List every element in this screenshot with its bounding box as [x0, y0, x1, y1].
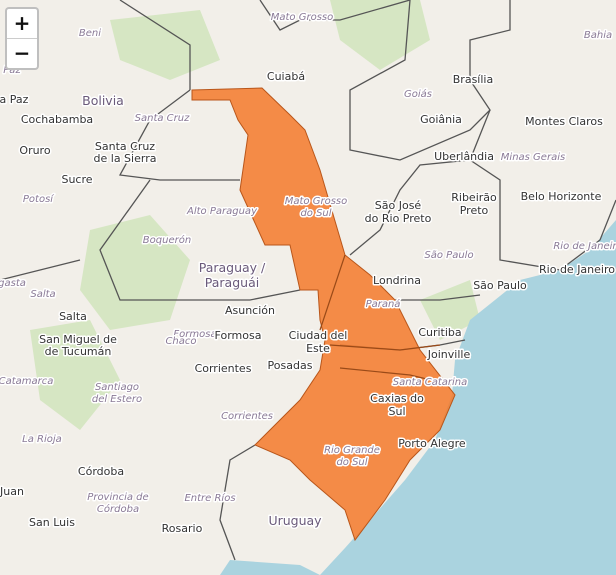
- city-label: Sucre: [61, 173, 92, 186]
- region-label: Córdoba: [97, 503, 139, 515]
- city-label: Asunción: [225, 304, 275, 317]
- region-label: Catamarca: [0, 376, 53, 387]
- city-label: Cochabamba: [21, 113, 93, 126]
- city-label: Oruro: [19, 144, 50, 157]
- countries: Bolivia Paraguay / Paraguái Uruguay: [81, 92, 324, 530]
- city-label: Montes Claros: [525, 115, 603, 128]
- city-label: Posadas: [268, 359, 313, 372]
- alert-area: [191, 87, 456, 542]
- region-label: do Sul: [300, 208, 331, 219]
- country-label: Paraguái: [205, 275, 259, 290]
- zoom-control: + −: [5, 7, 39, 70]
- region-label: Potosí: [23, 193, 54, 205]
- city-label: Londrina: [373, 274, 421, 287]
- city-label: Formosa: [215, 329, 262, 342]
- borders: [0, 0, 616, 561]
- city-label: Porto Alegre: [398, 437, 466, 450]
- region-label: Formosa: [173, 329, 216, 340]
- region-label: Bahia: [584, 30, 612, 41]
- city-label: de la Sierra: [94, 152, 157, 165]
- city-label: Ribeirão: [451, 191, 497, 204]
- region-label: Boquerón: [143, 234, 191, 246]
- region-label: Corrientes: [221, 411, 273, 422]
- region-label: Rio Grande: [324, 445, 380, 456]
- city-label: Ciudad del: [289, 329, 348, 342]
- country-label: Uruguay: [268, 513, 322, 528]
- city-label: San Miguel de: [39, 333, 117, 346]
- country-label: Bolivia: [82, 93, 124, 108]
- region-label: Alto Paraguay: [186, 206, 258, 217]
- city-label: São Paulo: [473, 279, 527, 292]
- city-label: Santa Cruz: [95, 140, 155, 153]
- city-label: Caxias do: [370, 392, 424, 405]
- city-label: São José: [375, 199, 422, 212]
- city-label: Corrientes: [195, 362, 252, 375]
- alert-borders: [319, 254, 453, 386]
- city-label: Joinville: [427, 348, 471, 361]
- region-label: Paraná: [366, 298, 401, 310]
- city-label: Rio de Janeiro: [539, 263, 615, 276]
- zoom-in-button[interactable]: +: [13, 11, 31, 35]
- country-label: Paraguay /: [199, 260, 266, 275]
- region-label: Rio de Janeiro: [553, 241, 616, 252]
- city-label: Belo Horizonte: [521, 190, 602, 203]
- city-label: Sul: [388, 405, 405, 418]
- river-plate: [220, 560, 320, 575]
- region-label: Santa Catarina: [393, 377, 468, 388]
- region-label: Goiás: [404, 88, 432, 100]
- region-label: Entre Ríos: [184, 492, 235, 504]
- region-label: Mato Grosso: [285, 196, 348, 207]
- regions: Beni Mato Grosso Goiás Bahia Santa Cruz …: [0, 11, 616, 517]
- city-label: Uberlândia: [434, 150, 494, 163]
- zoom-out-button[interactable]: −: [7, 38, 37, 68]
- region-label: Chaco: [165, 336, 196, 347]
- city-label: Brasília: [453, 73, 493, 86]
- region-label: Mato Grosso: [271, 12, 334, 23]
- city-label: Salta: [59, 310, 87, 323]
- city-label: Juan: [0, 485, 24, 498]
- city-label: San Luis: [29, 516, 75, 529]
- city-label: Curitiba: [418, 326, 461, 339]
- region-label: Provincia de: [87, 492, 148, 503]
- region-label: Santiago: [95, 382, 139, 393]
- region-label: gasta: [0, 278, 26, 289]
- city-label: Goiânia: [420, 113, 462, 126]
- city-label: do Rio Preto: [365, 212, 432, 225]
- region-label: Minas Gerais: [501, 152, 565, 163]
- region-label: Beni: [79, 28, 101, 39]
- ocean: [320, 220, 616, 575]
- city-label: de Tucumán: [45, 345, 112, 358]
- city-label: Rosario: [162, 522, 203, 535]
- region-label: São Paulo: [424, 250, 473, 261]
- region-label: Santa Cruz: [135, 113, 190, 124]
- city-label: Cuiabá: [267, 70, 305, 83]
- city-label: a Paz: [0, 93, 29, 106]
- region-label: del Estero: [92, 394, 142, 405]
- cities: Cuiabá Brasília Goiânia Montes Claros Ub…: [0, 69, 616, 537]
- region-label: Salta: [30, 289, 55, 300]
- city-label: Córdoba: [78, 465, 124, 478]
- region-label: La Rioja: [22, 434, 62, 445]
- region-label: do Sul: [336, 457, 367, 468]
- city-label: Este: [306, 342, 330, 355]
- city-label: Preto: [460, 204, 489, 217]
